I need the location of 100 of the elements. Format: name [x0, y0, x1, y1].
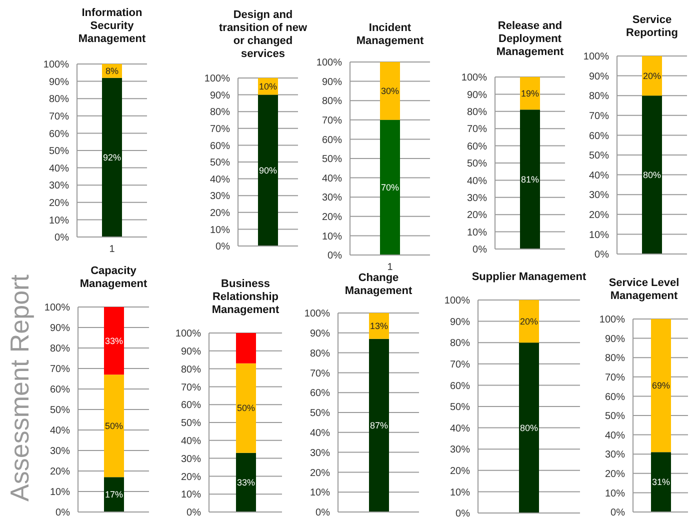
x-tick-label: 1 — [109, 244, 116, 256]
y-tick-label: 100% — [461, 72, 488, 84]
data-label: 69% — [652, 380, 670, 391]
y-tick-label: 30% — [310, 448, 330, 459]
y-tick-label: 100% — [43, 60, 70, 71]
y-tick-label: 0% — [328, 250, 342, 262]
data-label: 20% — [642, 70, 662, 81]
y-tick-label: 50% — [48, 146, 70, 158]
y-tick-label: 30% — [450, 444, 470, 456]
y-tick-label: 90% — [588, 71, 610, 82]
chart-title: Supplier Management — [470, 271, 588, 284]
bar — [236, 452, 256, 512]
y-tick-label: 20% — [50, 466, 70, 478]
y-tick-label: 70% — [604, 372, 626, 384]
y-tick-label: 40% — [210, 174, 230, 186]
y-tick-label: 30% — [50, 446, 70, 458]
y-tick-label: 90% — [310, 328, 330, 340]
y-tick-label: 70% — [210, 124, 230, 135]
y-tick-label: 20% — [180, 472, 202, 483]
y-tick-label: 80% — [210, 107, 230, 118]
bar — [104, 307, 124, 375]
y-tick-label: 40% — [604, 430, 626, 442]
text: Assessment Report — [4, 274, 36, 501]
y-tick-label: 40% — [588, 170, 610, 182]
y-tick-label: 0% — [316, 508, 330, 519]
y-tick-label: 90% — [180, 346, 202, 358]
y-tick-label: 20% — [310, 468, 330, 479]
data-label: 50% — [104, 420, 124, 431]
data-label: 19% — [520, 88, 540, 98]
data-label: 90% — [258, 165, 278, 176]
x-tick-label: 1 — [387, 262, 394, 274]
y-tick-label: 90% — [466, 90, 488, 101]
data-label: 31% — [652, 477, 670, 488]
y-tick-label: 90% — [450, 316, 470, 328]
y-tick-label: 70% — [588, 110, 610, 122]
y-tick-label: 70% — [310, 368, 330, 380]
y-tick-label: 60% — [50, 384, 70, 396]
y-tick-label: 50% — [210, 158, 230, 169]
data-label: 81% — [520, 174, 540, 184]
y-tick-label: 30% — [210, 191, 230, 202]
y-tick-label: 100% — [599, 314, 626, 326]
y-tick-label: 30% — [604, 450, 626, 461]
y-tick-label: 10% — [48, 215, 70, 226]
data-label: 30% — [380, 86, 400, 96]
y-tick-label: 50% — [50, 405, 70, 416]
y-tick-label: 30% — [48, 180, 70, 192]
y-tick-label: 80% — [322, 96, 342, 108]
chart-title: Service Level Management — [608, 277, 680, 303]
y-tick-label: 40% — [48, 163, 70, 174]
data-label: 8% — [105, 66, 119, 76]
y-tick-label: 10% — [322, 231, 342, 242]
chart-title: Service Reporting — [625, 14, 679, 40]
y-tick-label: 20% — [588, 210, 610, 221]
y-tick-label: 80% — [50, 344, 70, 355]
y-tick-label: 100% — [583, 52, 610, 63]
y-tick-label: 0% — [216, 242, 230, 253]
y-tick-label: 60% — [48, 128, 70, 140]
y-tick-label: 40% — [466, 176, 488, 187]
y-tick-label: 40% — [50, 426, 70, 437]
y-tick-label: 50% — [450, 402, 470, 414]
y-tick-label: 100% — [304, 308, 330, 320]
y-tick-label: 20% — [604, 468, 626, 480]
chart-title: Change Management — [344, 272, 414, 298]
y-tick-label: 60% — [604, 392, 626, 403]
y-tick-label: 60% — [310, 388, 330, 400]
y-tick-label: 70% — [450, 359, 470, 370]
y-tick-label: 60% — [210, 140, 230, 152]
y-tick-label: 90% — [210, 90, 230, 102]
y-tick-label: 20% — [450, 466, 470, 477]
y-tick-label: 50% — [322, 154, 342, 166]
y-tick-label: 0% — [56, 508, 70, 519]
chart-title: Incident Management — [355, 22, 425, 48]
bar — [104, 374, 124, 478]
y-tick-label: 0% — [472, 244, 488, 256]
data-label: 80% — [520, 422, 538, 433]
y-tick-label: 70% — [466, 124, 488, 136]
y-tick-label: 100% — [316, 58, 342, 69]
y-tick-label: 50% — [180, 418, 202, 430]
y-tick-label: 70% — [180, 382, 202, 394]
y-tick-label: 10% — [210, 224, 230, 236]
data-label: 13% — [370, 320, 388, 331]
y-tick-label: 70% — [322, 115, 342, 126]
y-tick-label: 90% — [50, 323, 70, 334]
y-tick-label: 70% — [50, 364, 70, 376]
y-tick-label: 40% — [450, 423, 470, 434]
y-tick-label: 10% — [50, 487, 70, 498]
chart-title: Capacity Management — [78, 265, 148, 291]
data-label: 33% — [236, 477, 256, 488]
y-tick-label: 70% — [48, 111, 70, 122]
data-label: 80% — [642, 170, 662, 180]
y-tick-label: 80% — [466, 106, 488, 118]
y-tick-label: 50% — [588, 150, 610, 162]
y-tick-label: 30% — [180, 454, 202, 465]
y-tick-label: 10% — [310, 488, 330, 499]
y-tick-label: 60% — [180, 400, 202, 412]
y-tick-label: 80% — [180, 364, 202, 376]
y-tick-label: 80% — [48, 94, 70, 106]
y-tick-label: 60% — [466, 141, 488, 152]
y-tick-label: 60% — [322, 134, 342, 146]
y-tick-label: 50% — [604, 411, 626, 422]
